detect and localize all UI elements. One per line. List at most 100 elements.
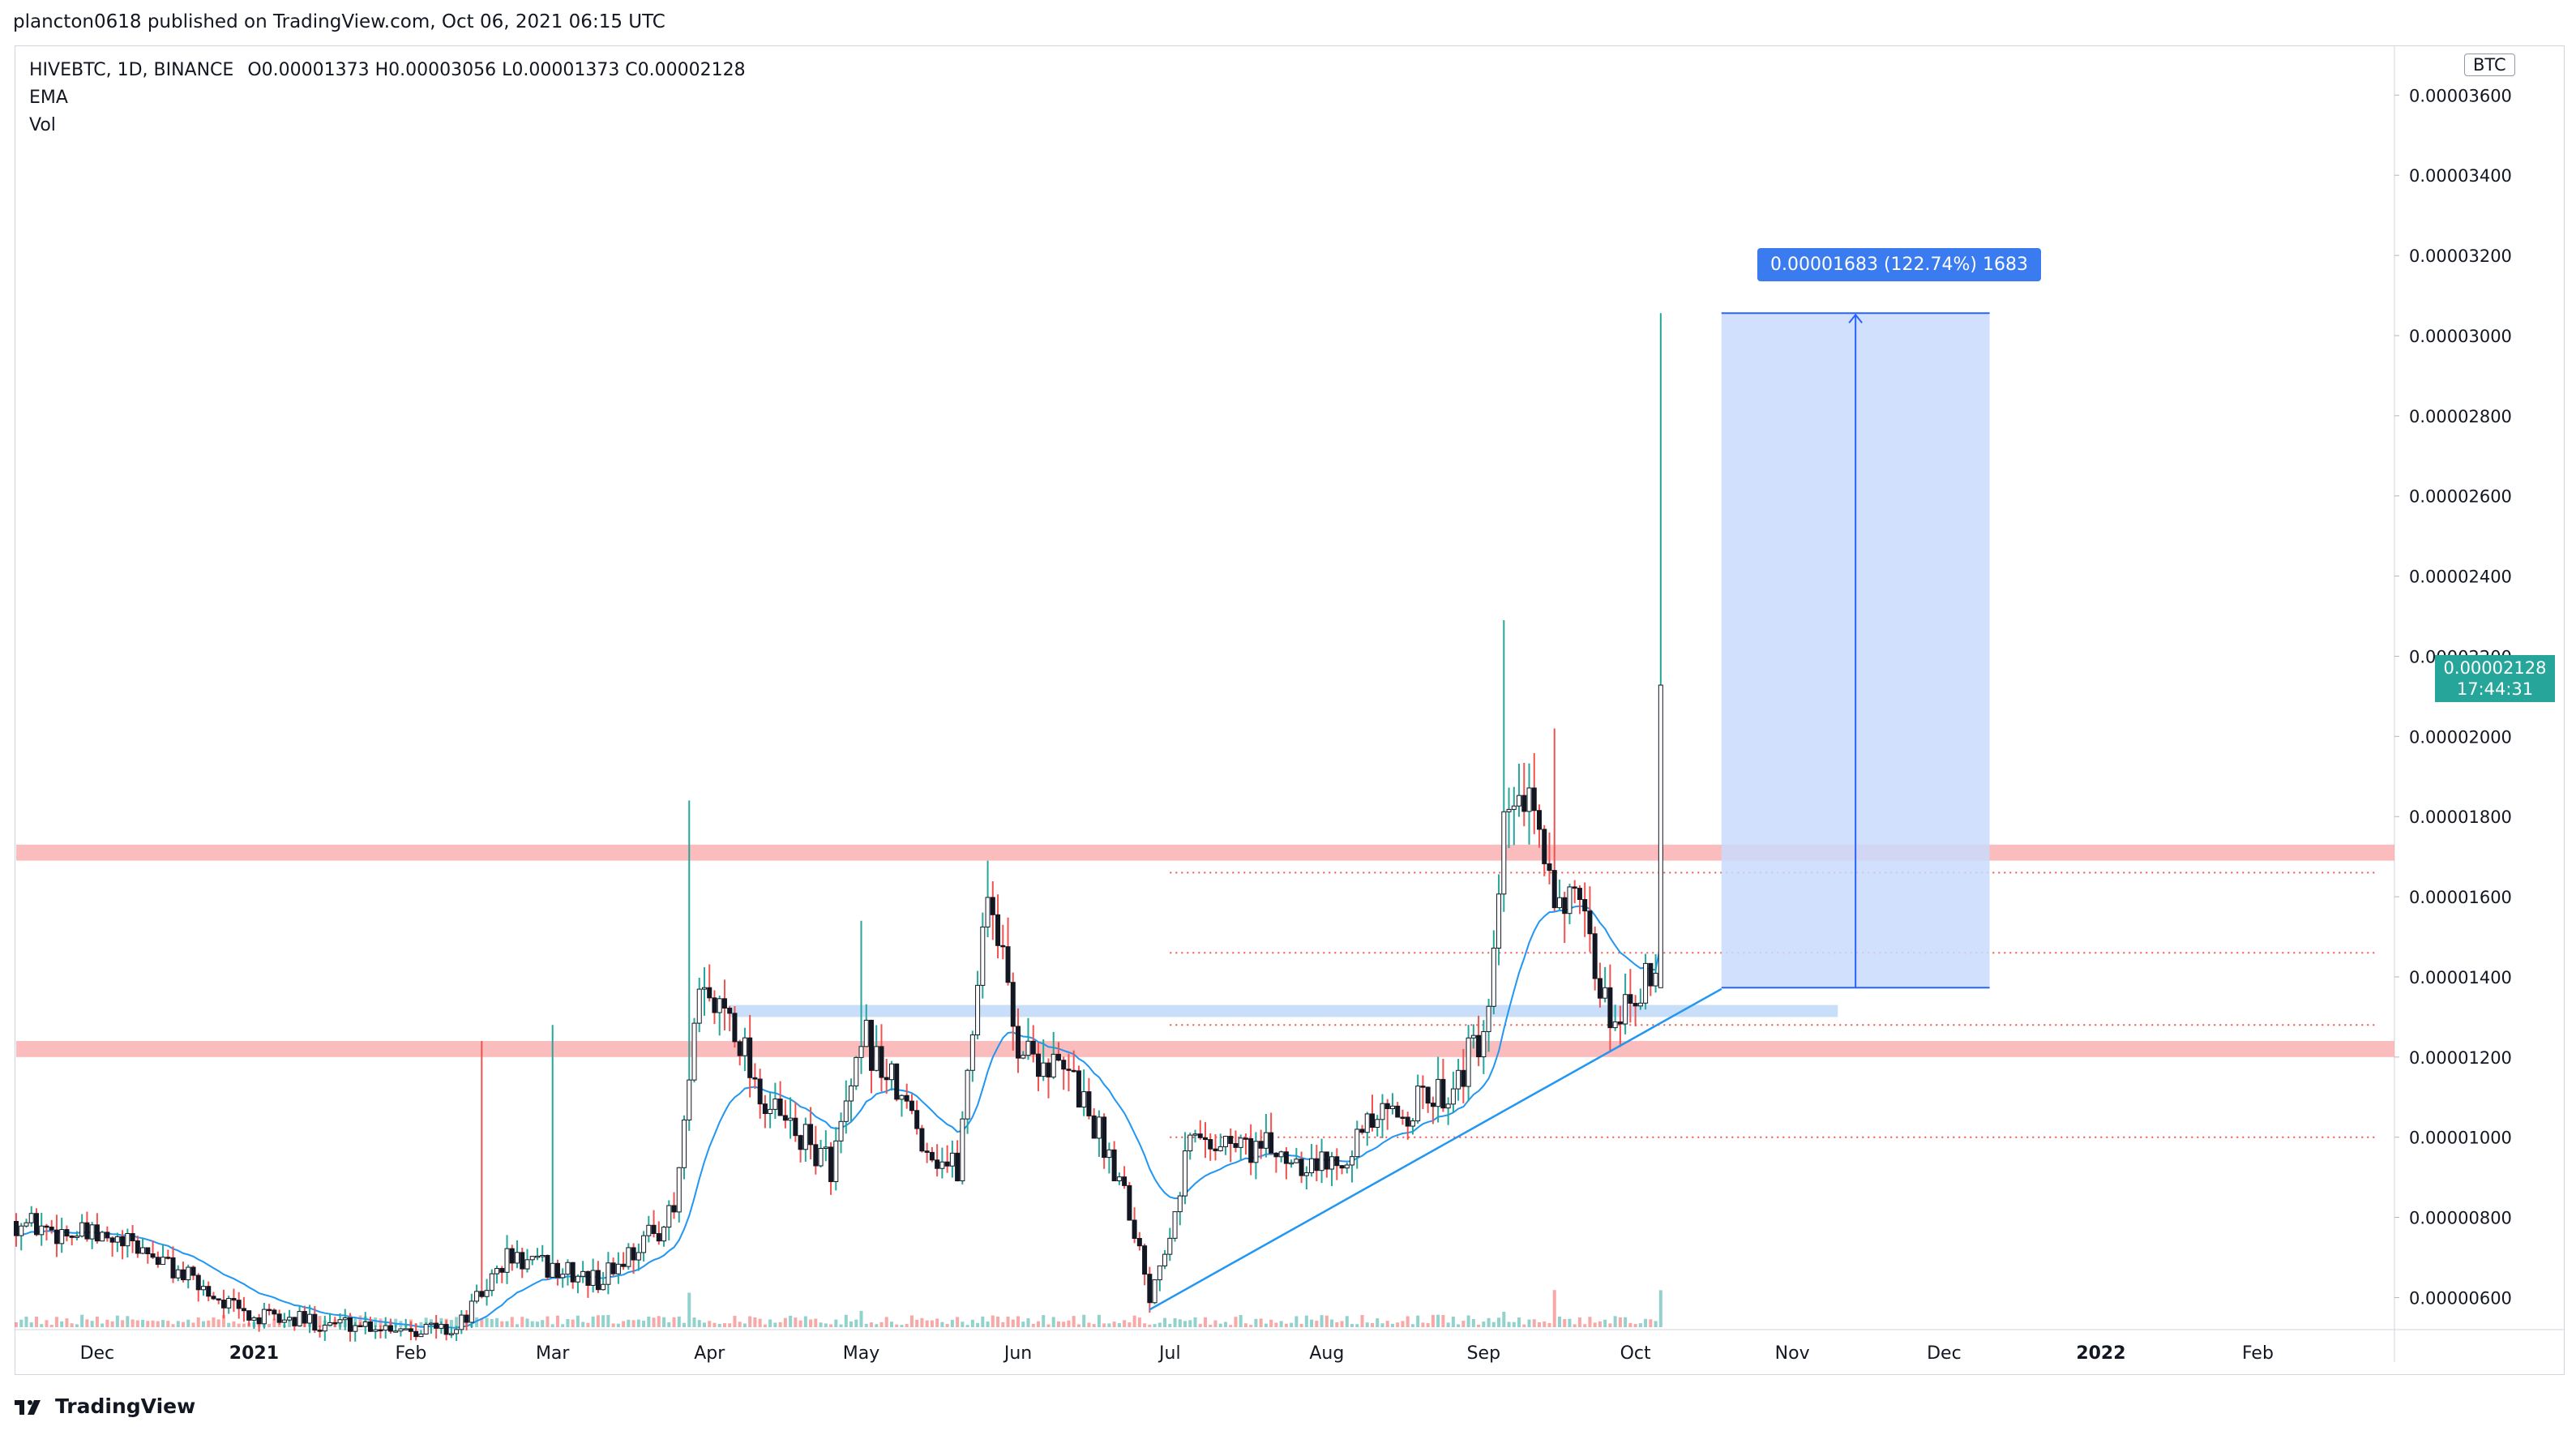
volume-bar xyxy=(110,1321,114,1327)
volume-bar xyxy=(909,1315,914,1327)
volume-bar xyxy=(576,1315,580,1327)
volume-bar xyxy=(631,1320,635,1327)
candle-body xyxy=(727,1007,733,1014)
candle-body xyxy=(858,1046,864,1058)
candle-body xyxy=(1491,947,1496,1007)
candle-body xyxy=(1213,1148,1218,1151)
volume-bar xyxy=(738,1321,742,1327)
candle-body xyxy=(823,1146,828,1149)
volume-bar xyxy=(49,1325,53,1327)
volume-bar xyxy=(824,1323,828,1327)
candle-body xyxy=(1273,1152,1279,1158)
legend-symbol[interactable]: HIVEBTC, 1D, BINANCE xyxy=(29,60,234,80)
tradingview-logo-text: TradingView xyxy=(55,1394,196,1418)
volume-bar xyxy=(1365,1322,1369,1327)
volume-bar xyxy=(1507,1321,1511,1327)
volume-bar xyxy=(844,1314,848,1327)
candle-body xyxy=(1147,1274,1153,1304)
ascending-trendline[interactable] xyxy=(1149,987,1722,1311)
volume-bar xyxy=(1123,1320,1127,1327)
volume-bar xyxy=(961,1321,965,1327)
volume-bar xyxy=(186,1319,190,1327)
volume-bar xyxy=(1046,1324,1051,1327)
volume-bar xyxy=(717,1323,721,1327)
candle-body xyxy=(1334,1156,1340,1167)
candle-body xyxy=(494,1268,500,1274)
volume-bar xyxy=(1497,1317,1501,1327)
candle-body xyxy=(545,1254,550,1278)
chart-pane[interactable] xyxy=(15,45,2565,1375)
volume-bar xyxy=(358,1315,362,1327)
candle-body xyxy=(322,1325,327,1332)
candle-body xyxy=(1350,1156,1355,1166)
volume-bar xyxy=(1654,1321,1658,1327)
volume-bar xyxy=(783,1317,787,1327)
candle-body xyxy=(160,1257,166,1266)
volume-bar xyxy=(1051,1317,1055,1327)
candle-body xyxy=(509,1248,515,1264)
resistance-zone[interactable] xyxy=(16,844,2394,861)
volume-bar xyxy=(1552,1290,1556,1327)
candle-body xyxy=(515,1252,520,1264)
volume-bar xyxy=(1451,1316,1455,1327)
volume-bar xyxy=(555,1315,559,1327)
candle-body xyxy=(14,1221,19,1236)
candle-body xyxy=(707,987,712,999)
candle-body xyxy=(1021,1055,1026,1059)
tradingview-logo[interactable]: TradingView xyxy=(15,1394,195,1418)
candle-body xyxy=(874,1046,879,1071)
candle-body xyxy=(393,1330,399,1333)
price-unit-badge[interactable]: BTC xyxy=(2464,54,2515,76)
x-tick-label: 2022 xyxy=(2076,1343,2125,1364)
volume-bar xyxy=(1624,1317,1628,1327)
candle-body xyxy=(413,1330,419,1338)
candle-body xyxy=(28,1213,34,1223)
candle-body xyxy=(53,1229,59,1244)
volume-bar xyxy=(1401,1321,1405,1327)
legend-ema[interactable]: EMA xyxy=(29,88,68,108)
legend-volume[interactable]: Vol xyxy=(29,115,56,135)
ema-line[interactable] xyxy=(15,905,1662,1329)
volume-bar xyxy=(789,1315,793,1327)
candle-body xyxy=(671,1205,677,1213)
chart-legend: HIVEBTC, 1D, BINANCE O0.00001373 H0.0000… xyxy=(29,57,754,139)
candle-body xyxy=(1172,1211,1178,1239)
volume-bar xyxy=(156,1321,160,1327)
candle-body xyxy=(155,1257,160,1266)
candle-body xyxy=(105,1232,110,1239)
resistance-zone[interactable] xyxy=(16,1041,2394,1057)
volume-bar xyxy=(490,1318,494,1327)
candle-body xyxy=(833,1140,839,1182)
candle-body xyxy=(1653,972,1658,987)
volume-bar xyxy=(1072,1316,1076,1327)
volume-bar xyxy=(485,1317,489,1327)
candle-body xyxy=(504,1248,510,1273)
volume-bar xyxy=(90,1321,94,1327)
y-tick-label: 0.00002600 xyxy=(2409,487,2512,507)
volume-bar xyxy=(1577,1317,1581,1327)
candle-body xyxy=(687,1079,692,1120)
volume-bar xyxy=(611,1323,615,1327)
volume-bar xyxy=(1137,1317,1141,1327)
candle-body xyxy=(287,1317,293,1321)
measure-tool-label[interactable]: 0.00001683 (122.74%) 1683 xyxy=(1757,248,2041,281)
candle-body xyxy=(1278,1151,1284,1158)
y-tick-label: 0.00001000 xyxy=(2409,1129,2512,1148)
candle-body xyxy=(575,1275,580,1283)
candle-body xyxy=(969,1034,975,1071)
volume-bar xyxy=(24,1316,28,1327)
candle-body xyxy=(348,1317,353,1332)
volume-bar xyxy=(773,1322,777,1327)
candle-body xyxy=(626,1247,631,1267)
volume-bar xyxy=(1092,1324,1096,1327)
candle-body xyxy=(1289,1162,1294,1165)
candle-body xyxy=(1623,994,1628,1025)
candle-body xyxy=(499,1268,505,1273)
candle-body xyxy=(1035,1053,1041,1077)
candle-body xyxy=(190,1266,196,1276)
candle-body xyxy=(554,1262,560,1279)
y-tick-label: 0.00001600 xyxy=(2409,888,2512,907)
volume-bar xyxy=(510,1317,514,1327)
demand-band[interactable] xyxy=(730,1004,1838,1017)
